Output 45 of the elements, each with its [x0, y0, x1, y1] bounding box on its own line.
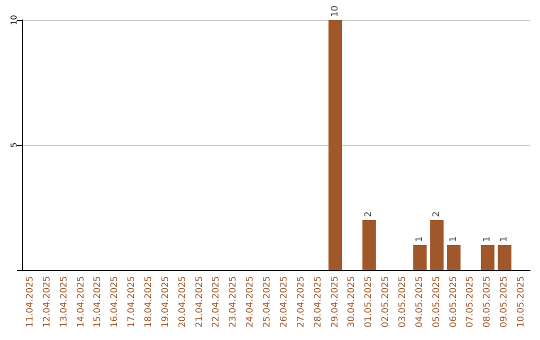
- x-tick-label: 17.04.2025: [127, 276, 138, 328]
- x-tick-label: 19.04.2025: [160, 276, 171, 328]
- bar: [480, 245, 494, 270]
- y-tick-label: 5: [10, 142, 18, 148]
- bar: [328, 20, 342, 270]
- x-tick-label: 20.04.2025: [178, 276, 188, 328]
- x-tick-label: 28.04.2025: [313, 276, 324, 328]
- bar: [498, 245, 512, 270]
- bar: [413, 245, 427, 270]
- x-tick-label: 15.04.2025: [93, 276, 104, 328]
- x-tick-label: 18.04.2025: [144, 276, 154, 328]
- x-tick-label: 30.04.2025: [347, 276, 358, 328]
- x-tick-label: 16.04.2025: [110, 276, 120, 328]
- x-tick-label: 05.05.2025: [432, 276, 442, 328]
- bar: [447, 245, 461, 270]
- x-tick-label: 29.04.2025: [330, 276, 340, 328]
- data-label: 1: [500, 236, 510, 242]
- x-tick-label: 27.04.2025: [296, 276, 306, 328]
- x-tick-label: 01.05.2025: [364, 276, 374, 328]
- x-tick-label: 23.04.2025: [228, 276, 239, 328]
- data-label: 10: [330, 5, 340, 17]
- x-tick-label: 21.04.2025: [194, 276, 205, 328]
- x-tick-label: 25.04.2025: [262, 276, 273, 328]
- data-label: 1: [448, 236, 459, 242]
- x-tick-label: 14.04.2025: [76, 276, 86, 328]
- x-tick-label: 09.05.2025: [500, 276, 510, 328]
- x-tick-label: 24.04.2025: [246, 276, 256, 328]
- bar: [430, 220, 444, 270]
- x-tick-label: 04.05.2025: [414, 276, 425, 328]
- x-tick-label: 13.04.2025: [59, 276, 70, 328]
- x-tick-label: 07.05.2025: [466, 276, 476, 328]
- x-tick-label: 08.05.2025: [482, 276, 493, 328]
- x-tick-label: 12.04.2025: [42, 276, 52, 328]
- x-tick-label: 02.05.2025: [381, 276, 392, 328]
- x-tick-label: 11.04.2025: [25, 276, 36, 328]
- x-tick-label: 03.05.2025: [398, 276, 408, 328]
- x-tick-label: 10.05.2025: [516, 276, 527, 328]
- bar: [362, 220, 376, 270]
- x-tick-label: 06.05.2025: [448, 276, 459, 328]
- x-tick-label: 26.04.2025: [279, 276, 290, 328]
- data-label: 2: [364, 211, 374, 217]
- data-label: 1: [414, 236, 425, 242]
- data-label: 1: [482, 236, 493, 242]
- data-label: 2: [432, 211, 442, 217]
- x-tick-label: 22.04.2025: [212, 276, 222, 328]
